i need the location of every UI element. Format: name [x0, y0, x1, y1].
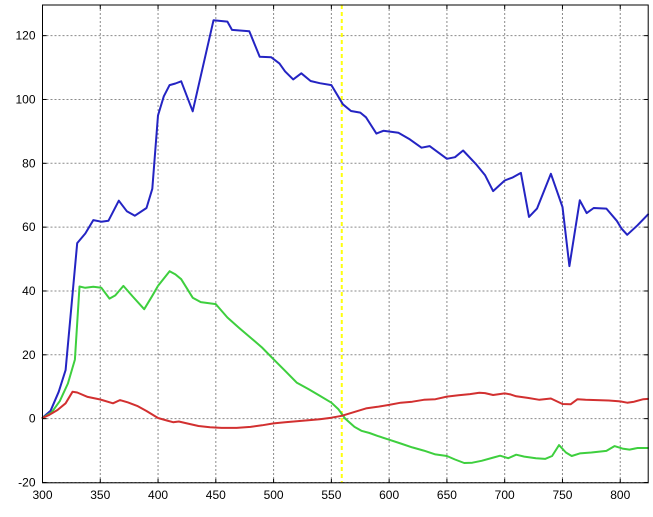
x-tick-label-350: 350: [90, 488, 110, 502]
y-tick-label-100: 100: [15, 92, 35, 106]
y-tick-label-20: 20: [22, 348, 36, 362]
green-curve: [41, 270, 649, 464]
axis-tick-labels: 300 350 400 450 500 550 600 650 700 750 800 -20 0 20 4…: [15, 29, 630, 502]
x-tick-label-600: 600: [379, 488, 399, 502]
x-tick-label-300: 300: [32, 488, 52, 502]
x-tick-label-400: 400: [148, 488, 168, 502]
data-series: [41, 19, 649, 464]
axis-ticks: [42, 5, 649, 483]
y-tick-label-60: 60: [22, 220, 36, 234]
plot-border: [42, 4, 649, 484]
x-tick-label-650: 650: [437, 488, 457, 502]
x-tick-label-450: 450: [206, 488, 226, 502]
grid-lines: [42, 5, 649, 483]
y-tick-label-120: 120: [15, 29, 35, 43]
x-tick-label-750: 750: [552, 488, 572, 502]
y-tick-label-0: 0: [29, 412, 36, 426]
x-tick-label-500: 500: [264, 488, 284, 502]
x-tick-label-550: 550: [321, 488, 341, 502]
blue-curve: [41, 19, 649, 419]
y-tick-label-40: 40: [22, 284, 36, 298]
red-curve: [41, 390, 649, 429]
y-tick-label--20: -20: [18, 475, 36, 489]
y-tick-label-80: 80: [22, 156, 36, 170]
plot-frame: [42, 4, 649, 484]
x-tick-label-700: 700: [495, 488, 515, 502]
x-tick-label-800: 800: [610, 488, 630, 502]
